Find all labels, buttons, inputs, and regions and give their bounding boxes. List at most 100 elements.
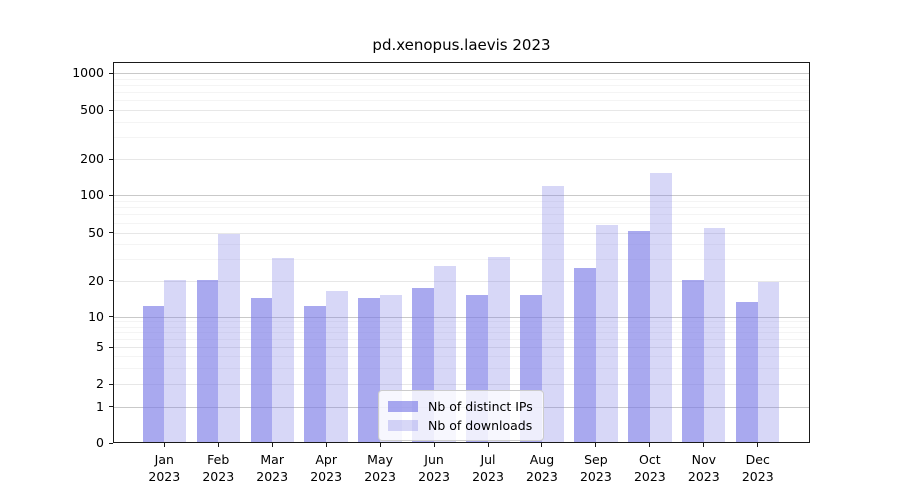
x-tick-year: 2023 — [526, 469, 558, 484]
y-tick-label: 100 — [80, 187, 104, 202]
legend-item: Nb of distinct IPs — [388, 397, 533, 415]
x-tick-mark — [595, 443, 597, 447]
x-tick-year: 2023 — [148, 469, 181, 484]
plot-area — [113, 62, 810, 443]
y-tick-mark — [109, 406, 113, 408]
y-tick-mark — [109, 232, 113, 234]
gridline-minor — [114, 137, 809, 139]
x-tick-mark — [541, 443, 543, 447]
x-tick-year: 2023 — [418, 469, 450, 484]
y-tick-mark — [109, 109, 113, 111]
x-tick-label: Jan 2023 — [134, 451, 194, 485]
x-tick-year: 2023 — [687, 469, 720, 484]
x-tick-mark — [757, 443, 759, 447]
x-tick-year: 2023 — [472, 469, 504, 484]
y-tick-mark — [109, 194, 113, 196]
y-tick-label: 20 — [88, 272, 104, 288]
gridline — [114, 110, 809, 111]
x-tick-label: Sep 2023 — [566, 451, 626, 485]
chart-title: pd.xenopus.laevis 2023 — [372, 36, 551, 54]
gridline-minor — [114, 207, 809, 209]
x-tick-mark — [217, 443, 219, 447]
x-tick-label: Nov 2023 — [674, 451, 734, 485]
bar-distinct-ips — [574, 268, 596, 442]
gridline-minor — [114, 244, 809, 246]
bar-downloads — [164, 279, 186, 442]
y-tick-mark — [109, 383, 113, 385]
x-tick-label: Aug 2023 — [512, 451, 572, 485]
gridline-minor — [114, 259, 809, 261]
gridline-minor — [114, 100, 809, 102]
x-tick-month: Dec — [745, 452, 770, 467]
x-tick-year: 2023 — [202, 469, 235, 484]
x-tick-year: 2023 — [364, 469, 396, 484]
x-tick-mark — [703, 443, 705, 447]
x-tick-month: Apr — [315, 452, 337, 467]
y-tick-label: 5 — [96, 339, 104, 355]
gridline-minor — [114, 321, 809, 323]
bar-distinct-ips — [628, 230, 650, 442]
bar-distinct-ips — [196, 279, 219, 442]
y-tick-mark — [109, 280, 113, 282]
y-tick-label: 50 — [88, 224, 104, 240]
bar-downloads — [703, 227, 726, 442]
gridline-minor — [114, 326, 809, 328]
x-tick-label: Oct 2023 — [620, 451, 680, 485]
legend-swatch — [388, 419, 418, 431]
gridline-minor — [114, 85, 809, 87]
bar-distinct-ips — [250, 298, 273, 442]
bar-downloads — [649, 173, 672, 442]
bar-distinct-ips — [304, 306, 327, 442]
gridline-minor — [114, 339, 809, 341]
y-tick-label: 200 — [80, 151, 104, 167]
legend-swatch — [388, 400, 418, 412]
x-tick-month: Oct — [639, 452, 661, 467]
gridline — [114, 384, 809, 386]
gridline-minor — [114, 200, 809, 202]
bar-downloads — [218, 233, 240, 442]
x-tick-label: Feb 2023 — [188, 451, 248, 485]
gridline-minor — [114, 367, 809, 369]
gridline-minor — [114, 92, 809, 94]
y-tick-label: 1 — [96, 398, 104, 414]
x-tick-month: May — [367, 452, 394, 467]
x-tick-year: 2023 — [741, 469, 774, 484]
x-tick-month: Aug — [529, 452, 555, 467]
gridline — [114, 159, 809, 161]
bar-downloads — [595, 224, 618, 442]
x-tick-mark — [163, 443, 165, 447]
x-tick-label: Apr 2023 — [296, 451, 356, 485]
y-tick-label: 0 — [96, 435, 104, 450]
bar-downloads — [757, 282, 780, 442]
x-tick-mark — [271, 443, 273, 447]
x-tick-month: Jul — [480, 452, 496, 467]
x-tick-month: Sep — [584, 452, 608, 467]
gridline — [114, 195, 809, 196]
x-tick-mark — [487, 443, 489, 447]
y-tick-mark — [109, 316, 113, 318]
gridline-minor — [114, 122, 809, 123]
gridline-minor — [114, 332, 809, 334]
x-tick-label: May 2023 — [350, 451, 410, 485]
x-tick-year: 2023 — [256, 469, 289, 484]
y-tick-mark — [109, 72, 113, 74]
y-tick-mark — [109, 346, 113, 348]
legend-label: Nb of distinct IPs — [428, 398, 533, 414]
gridline-minor — [114, 222, 809, 224]
legend-label: Nb of downloads — [428, 417, 533, 433]
x-tick-label: Jul 2023 — [458, 451, 518, 485]
x-tick-label: Mar 2023 — [242, 451, 302, 485]
x-tick-month: Nov — [691, 452, 716, 467]
x-tick-label: Dec 2023 — [728, 451, 788, 485]
bar-distinct-ips — [682, 279, 704, 442]
bar-distinct-ips — [358, 298, 381, 442]
bar-distinct-ips — [736, 302, 758, 442]
gridline — [114, 232, 809, 234]
y-tick-label: 10 — [88, 308, 104, 324]
x-tick-mark — [433, 443, 435, 447]
bar-distinct-ips — [142, 306, 165, 442]
y-tick-label: 2 — [96, 376, 104, 392]
x-tick-year: 2023 — [310, 469, 343, 484]
x-tick-mark — [325, 443, 327, 447]
